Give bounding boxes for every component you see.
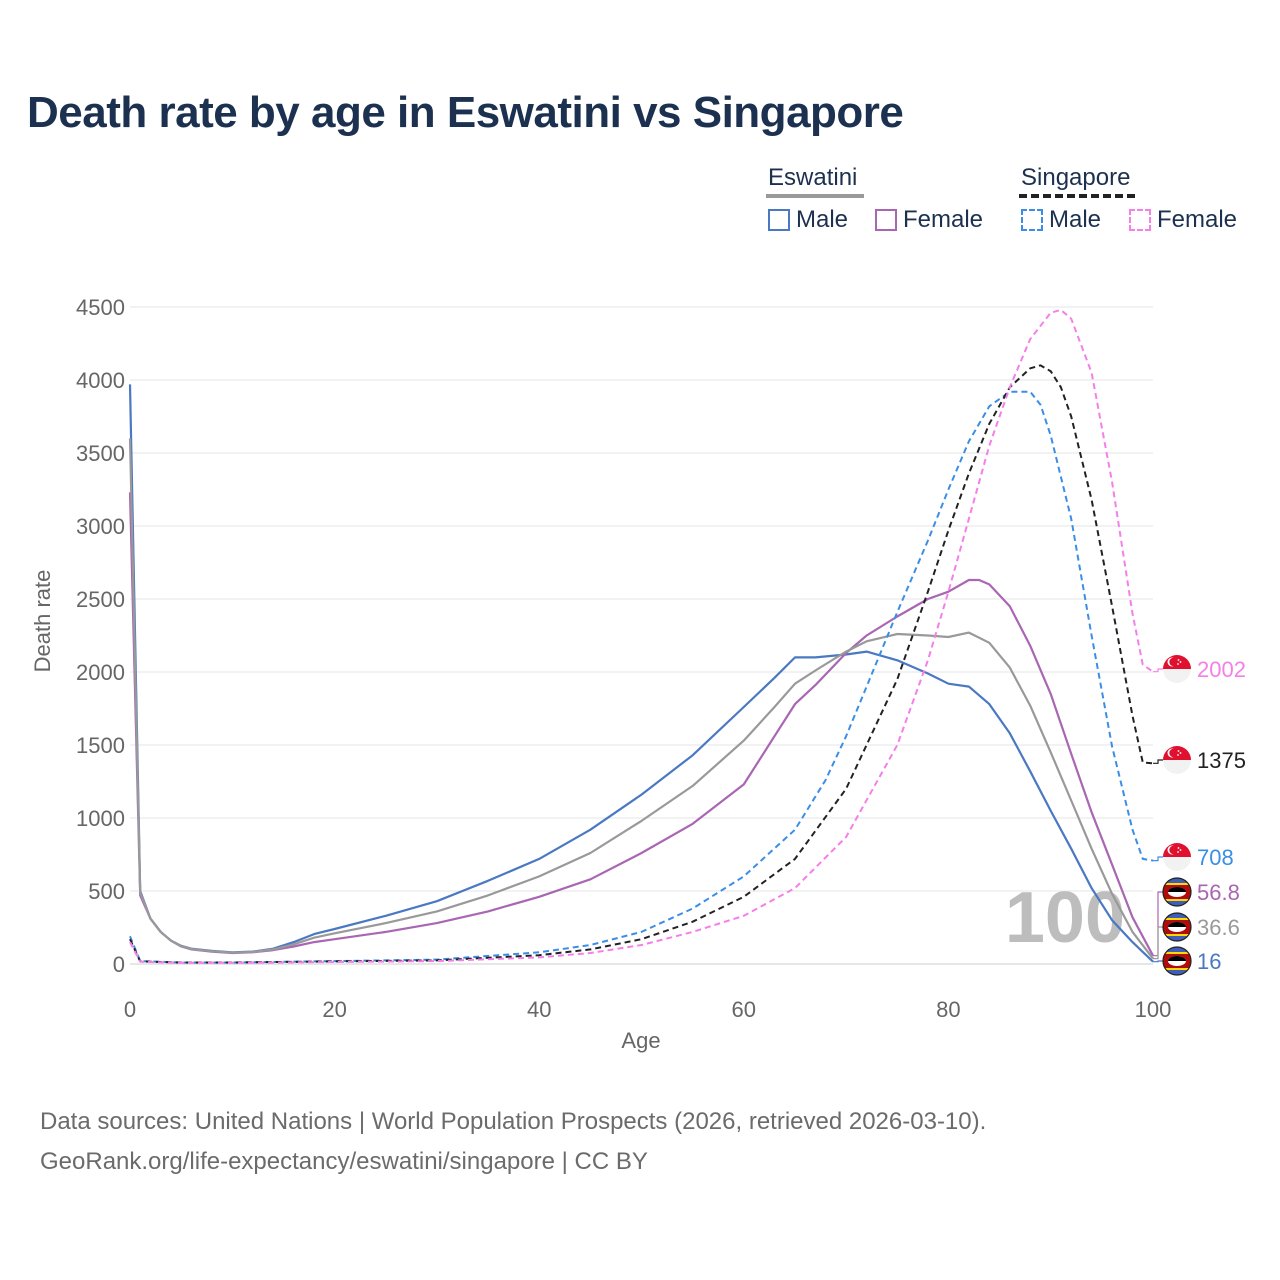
- legend-swatch-esw-male: [768, 209, 790, 231]
- legend-eswatini-male[interactable]: Male: [768, 206, 848, 234]
- legend-eswatini-line: [766, 194, 864, 198]
- end-connector: [1153, 668, 1163, 673]
- legend-singapore-male[interactable]: Male: [1021, 206, 1101, 234]
- x-tick-label: 80: [936, 997, 960, 1022]
- end-label-esw_female: 56.8: [1197, 880, 1240, 905]
- x-tick-label: 0: [124, 997, 136, 1022]
- legend-swatch-sgp-female: [1129, 209, 1151, 231]
- legend-singapore-title[interactable]: Singapore: [1021, 164, 1131, 191]
- legend-eswatini-female[interactable]: Female: [875, 206, 983, 234]
- grid: [130, 306, 1153, 965]
- y-tick-label: 0: [113, 952, 125, 977]
- page-title: Death rate by age in Eswatini vs Singapo…: [27, 88, 904, 137]
- y-tick-label: 2000: [76, 660, 125, 685]
- end-connector: [1153, 856, 1163, 862]
- y-tick-label: 1500: [76, 733, 125, 758]
- watermark: 100: [1005, 878, 1125, 958]
- eswatini-flag-icon: [1162, 946, 1192, 976]
- legend-eswatini-title[interactable]: Eswatini: [768, 164, 858, 191]
- eswatini-flag-icon: [1162, 877, 1192, 907]
- series-line-sgp_total[interactable]: [129, 364, 1154, 964]
- y-tick-label: 2500: [76, 587, 125, 612]
- y-tick-label: 4500: [76, 295, 125, 320]
- y-tick-label: 4000: [76, 368, 125, 393]
- y-tick-label: 500: [88, 879, 125, 904]
- legend-singapore-female[interactable]: Female: [1129, 206, 1237, 234]
- end-connector: [1153, 891, 1163, 957]
- legend-swatch-sgp-male: [1021, 209, 1043, 231]
- y-tick-label: 3000: [76, 514, 125, 539]
- legend-swatch-esw-female: [875, 209, 897, 231]
- singapore-flag-icon: [1163, 655, 1191, 683]
- end-connector: [1153, 759, 1163, 764]
- x-tick-label: 100: [1135, 997, 1172, 1022]
- end-markers: 2002 1375 708 56.8 36.6 16: [1153, 655, 1246, 976]
- y-axis-title: Death rate: [30, 570, 55, 673]
- series-lines: [128, 308, 1154, 964]
- series-line-esw_total[interactable]: [128, 438, 1154, 960]
- y-tick-label: 3500: [76, 441, 125, 466]
- end-label-esw_male: 16: [1197, 949, 1221, 974]
- x-tick-label: 40: [527, 997, 551, 1022]
- legend-label: Male: [1049, 206, 1102, 233]
- series-line-sgp_male[interactable]: [129, 390, 1154, 964]
- end-connector: [1153, 960, 1163, 963]
- legend-label: Male: [796, 206, 849, 233]
- singapore-flag-icon: [1163, 843, 1191, 871]
- eswatini-flag-icon: [1162, 912, 1192, 942]
- end-label-sgp_total: 1375: [1197, 748, 1246, 773]
- end-connector: [1153, 926, 1163, 960]
- end-label-sgp_female: 2002: [1197, 657, 1246, 682]
- legend-label: Female: [1157, 206, 1238, 233]
- series-line-esw_female[interactable]: [128, 492, 1154, 957]
- x-tick-label: 20: [322, 997, 346, 1022]
- x-tick-label: 60: [732, 997, 756, 1022]
- footer-credit[interactable]: GeoRank.org/life-expectancy/eswatini/sin…: [40, 1148, 648, 1175]
- footer-source: Data sources: United Nations | World Pop…: [40, 1108, 987, 1135]
- x-axis-title: Age: [621, 1028, 660, 1053]
- end-label-sgp_male: 708: [1197, 845, 1234, 870]
- series-line-esw_male[interactable]: [128, 384, 1154, 963]
- axis-ticks: 0 500 1000 1500 2000 2500 3000 3500 4000 4500 0 20 4…: [76, 295, 1171, 1022]
- y-tick-label: 1000: [76, 806, 125, 831]
- series-line-sgp_female[interactable]: [129, 308, 1154, 964]
- singapore-flag-icon: [1163, 746, 1191, 774]
- legend-label: Female: [903, 206, 984, 233]
- end-label-esw_total: 36.6: [1197, 915, 1240, 940]
- legend-singapore-line: [1019, 194, 1135, 198]
